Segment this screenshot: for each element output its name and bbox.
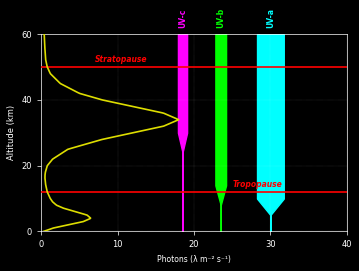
X-axis label: Photons (λ m⁻² s⁻¹): Photons (λ m⁻² s⁻¹) (157, 255, 231, 264)
Y-axis label: Altitude (km): Altitude (km) (7, 105, 16, 160)
Text: UV-c: UV-c (178, 8, 187, 28)
Text: UV-a: UV-a (266, 8, 275, 28)
Text: Stratopause: Stratopause (95, 55, 147, 64)
Text: Tropopause: Tropopause (232, 180, 282, 189)
Text: UV-b: UV-b (216, 7, 225, 28)
